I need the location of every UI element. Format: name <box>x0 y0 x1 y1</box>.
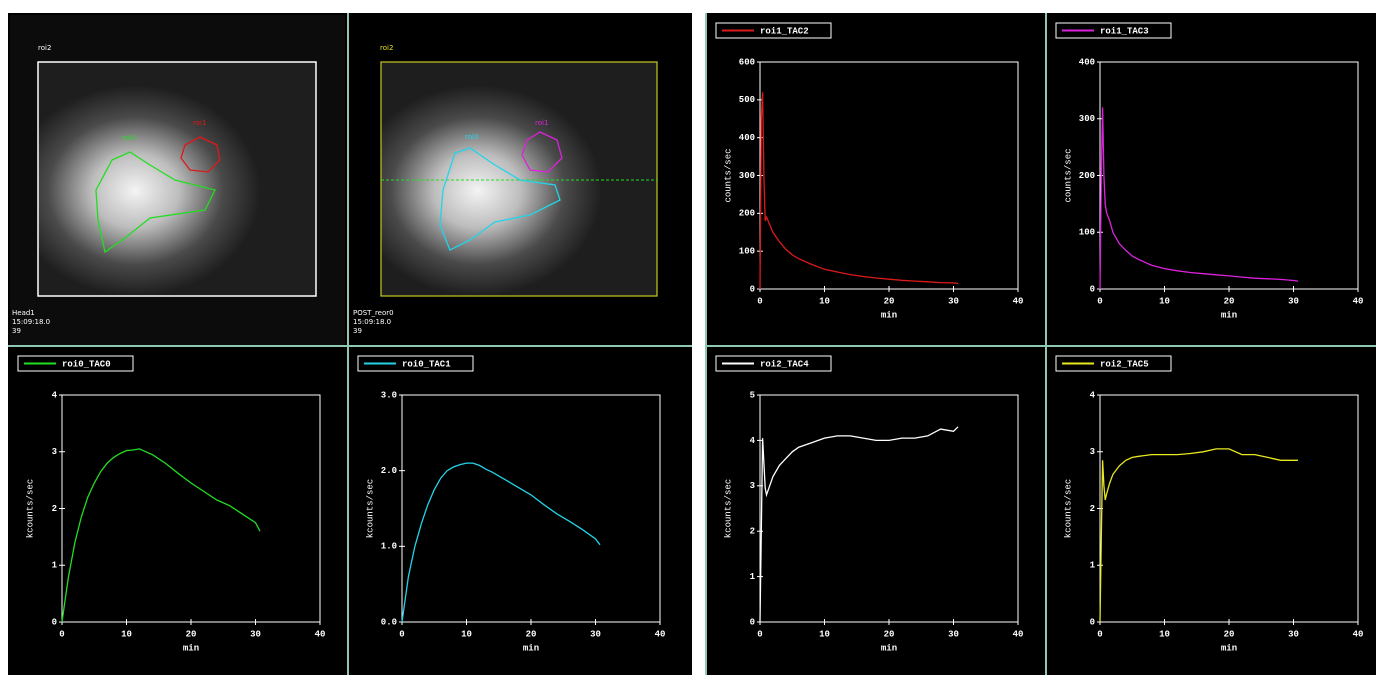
x-tick-label: 0 <box>59 629 64 639</box>
page: roi2 roi0 roi1 Head1 15:09:18.0 39 roi2 … <box>0 0 1376 675</box>
image <box>38 62 316 296</box>
y-tick-label: 100 <box>739 247 755 257</box>
x-axis-label: min <box>881 643 897 653</box>
right-background <box>706 13 1376 675</box>
image-footer: 15:09:18.0 <box>12 318 50 326</box>
x-tick-label: 20 <box>186 629 197 639</box>
y-tick-label: 1.0 <box>381 542 397 552</box>
image-footer: POST_reor0 <box>353 309 394 317</box>
x-tick-label: 0 <box>399 629 404 639</box>
x-axis-label: min <box>1221 643 1237 653</box>
legend-label: roi0_TAC0 <box>62 359 111 369</box>
image-footer: 15:09:18.0 <box>353 318 391 326</box>
x-tick-label: 0 <box>757 296 762 306</box>
roi-label: roi0 <box>122 134 135 142</box>
x-tick-label: 40 <box>655 629 666 639</box>
x-axis-label: min <box>1221 310 1237 320</box>
y-tick-label: 0 <box>750 617 755 627</box>
y-tick-label: 500 <box>739 95 755 105</box>
roi-label: roi1 <box>535 119 548 127</box>
y-tick-label: 400 <box>739 133 755 143</box>
x-tick-label: 40 <box>1353 629 1364 639</box>
y-tick-label: 3 <box>1090 447 1095 457</box>
x-tick-label: 10 <box>819 296 830 306</box>
x-tick-label: 10 <box>1159 296 1170 306</box>
y-tick-label: 0 <box>1090 284 1095 294</box>
y-axis-label: kcounts/sec <box>25 479 35 538</box>
y-tick-label: 1 <box>52 561 58 571</box>
x-axis-label: min <box>881 310 897 320</box>
y-tick-label: 5 <box>750 390 755 400</box>
x-axis-label: min <box>523 643 539 653</box>
x-tick-label: 30 <box>948 296 959 306</box>
legend-label: roi2_TAC4 <box>760 359 809 369</box>
y-axis-label: kcounts/sec <box>365 479 375 538</box>
image-footer: 39 <box>353 327 362 335</box>
y-tick-label: 3.0 <box>381 390 397 400</box>
x-tick-label: 0 <box>757 629 762 639</box>
x-tick-label: 40 <box>315 629 326 639</box>
y-tick-label: 0 <box>1090 617 1095 627</box>
y-tick-label: 2.0 <box>381 466 397 476</box>
roi-label: roi2 <box>380 44 393 52</box>
y-tick-label: 0.0 <box>381 617 397 627</box>
y-tick-label: 0 <box>52 617 57 627</box>
y-tick-label: 100 <box>1079 228 1095 238</box>
y-tick-label: 300 <box>739 171 755 181</box>
roi-label: roi0 <box>465 133 478 141</box>
y-tick-label: 3 <box>750 481 755 491</box>
y-axis-label: counts/sec <box>723 148 733 202</box>
x-tick-label: 10 <box>121 629 132 639</box>
x-axis-label: min <box>183 643 199 653</box>
image-footer: 39 <box>12 327 21 335</box>
x-tick-label: 40 <box>1353 296 1364 306</box>
legend-label: roi2_TAC5 <box>1100 359 1149 369</box>
x-tick-label: 20 <box>1224 296 1235 306</box>
y-axis-label: kcounts/sec <box>1063 479 1073 538</box>
x-tick-label: 20 <box>884 296 895 306</box>
x-tick-label: 20 <box>1224 629 1235 639</box>
y-axis-label: kcounts/sec <box>723 479 733 538</box>
y-tick-label: 400 <box>1079 57 1095 67</box>
legend-label: roi1_TAC3 <box>1100 26 1149 36</box>
x-tick-label: 30 <box>1288 296 1299 306</box>
x-tick-label: 20 <box>884 629 895 639</box>
y-tick-label: 200 <box>739 209 755 219</box>
x-tick-label: 0 <box>1097 629 1102 639</box>
x-tick-label: 10 <box>461 629 472 639</box>
x-tick-label: 10 <box>819 629 830 639</box>
legend-label: roi0_TAC1 <box>402 359 451 369</box>
y-tick-label: 2 <box>750 527 755 537</box>
screen: roi2 roi0 roi1 Head1 15:09:18.0 39 roi2 … <box>0 0 1376 675</box>
y-tick-label: 600 <box>739 57 755 67</box>
x-tick-label: 30 <box>250 629 261 639</box>
x-tick-label: 10 <box>1159 629 1170 639</box>
x-tick-label: 20 <box>526 629 537 639</box>
y-tick-label: 2 <box>1090 504 1095 514</box>
x-tick-label: 40 <box>1013 296 1024 306</box>
y-tick-label: 300 <box>1079 114 1095 124</box>
x-tick-label: 30 <box>948 629 959 639</box>
y-tick-label: 200 <box>1079 171 1095 181</box>
y-tick-label: 1 <box>1090 561 1096 571</box>
y-tick-label: 2 <box>52 504 57 514</box>
x-tick-label: 40 <box>1013 629 1024 639</box>
x-tick-label: 30 <box>1288 629 1299 639</box>
y-tick-label: 4 <box>1090 390 1096 400</box>
y-tick-label: 1 <box>750 572 756 582</box>
y-axis-label: counts/sec <box>1063 148 1073 202</box>
y-tick-label: 4 <box>52 390 58 400</box>
legend-label: roi1_TAC2 <box>760 26 809 36</box>
roi-label: roi2 <box>38 44 51 52</box>
roi-label: roi1 <box>193 119 206 127</box>
y-tick-label: 3 <box>52 447 57 457</box>
x-tick-label: 30 <box>590 629 601 639</box>
image-footer: Head1 <box>12 309 35 317</box>
y-tick-label: 0 <box>750 284 755 294</box>
y-tick-label: 4 <box>750 436 756 446</box>
x-tick-label: 0 <box>1097 296 1102 306</box>
